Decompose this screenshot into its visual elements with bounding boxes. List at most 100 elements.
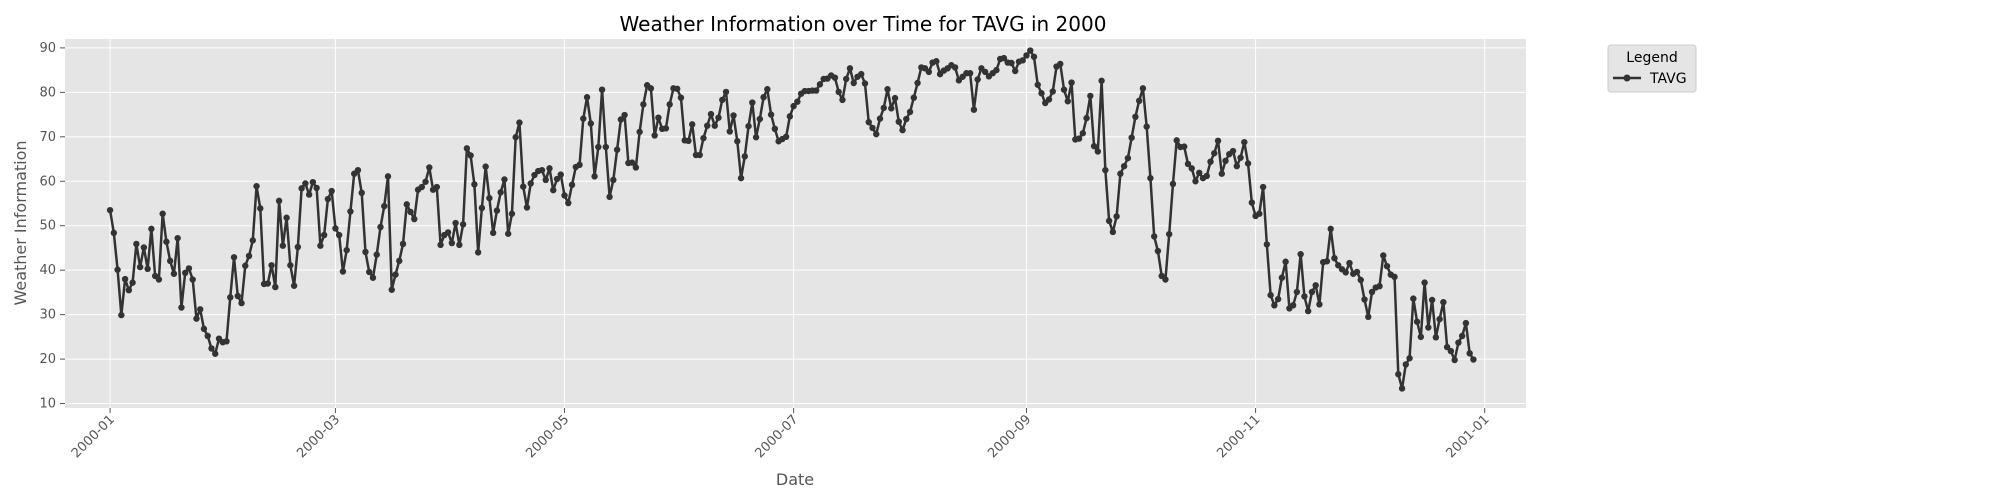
data-point — [831, 74, 839, 81]
data-point — [914, 79, 921, 87]
data-point — [677, 94, 685, 101]
data-point — [486, 194, 493, 202]
data-point — [381, 202, 388, 210]
data-point — [279, 242, 287, 249]
data-point — [734, 138, 741, 145]
data-point — [1128, 134, 1135, 141]
data-point — [981, 68, 989, 76]
data-point — [467, 152, 474, 159]
data-point — [1308, 288, 1316, 296]
data-point — [760, 94, 767, 101]
data-point — [613, 146, 621, 153]
data-point — [1027, 47, 1034, 54]
data-point — [816, 81, 824, 88]
data-point — [1064, 98, 1071, 105]
data-point — [974, 76, 981, 83]
data-point — [471, 181, 478, 188]
data-point — [185, 265, 193, 272]
data-point — [531, 171, 538, 179]
data-point — [1147, 174, 1154, 182]
data-point — [876, 115, 884, 122]
data-point — [1098, 77, 1105, 84]
data-point — [933, 58, 940, 65]
x-tick-label: 2000-11 — [1214, 412, 1263, 461]
data-point — [369, 274, 377, 281]
data-point — [1075, 135, 1083, 142]
data-point — [1079, 130, 1087, 137]
y-tick-label: 20 — [39, 352, 56, 367]
data-point — [767, 111, 775, 118]
data-point — [749, 99, 756, 106]
data-point — [305, 191, 313, 198]
data-point — [662, 125, 670, 132]
data-point — [181, 269, 189, 277]
data-point — [1428, 296, 1436, 304]
x-tick-label: 2000-05 — [523, 412, 572, 461]
data-point — [474, 249, 482, 256]
data-point — [970, 106, 978, 113]
data-point — [1425, 324, 1432, 331]
data-point — [1376, 282, 1383, 290]
data-point — [489, 229, 497, 237]
data-point — [437, 241, 444, 249]
data-point — [426, 164, 433, 171]
data-point — [508, 210, 516, 217]
data-point — [1222, 157, 1229, 165]
data-point — [166, 257, 174, 265]
data-point — [294, 243, 302, 251]
data-point — [298, 185, 305, 192]
data-point — [170, 270, 178, 277]
data-point — [343, 246, 350, 254]
data-point — [839, 96, 846, 104]
data-point — [1312, 282, 1319, 289]
series-tavg — [106, 47, 1477, 392]
data-point — [444, 229, 452, 236]
data-point — [520, 183, 527, 190]
data-point — [1038, 90, 1045, 97]
data-point — [1184, 160, 1192, 168]
data-point — [1432, 334, 1440, 341]
data-point — [1012, 67, 1019, 75]
data-point — [1421, 279, 1428, 286]
data-point — [320, 231, 328, 239]
data-point — [1391, 273, 1398, 281]
data-point — [1203, 172, 1210, 180]
data-point — [1000, 54, 1008, 62]
data-point — [1413, 318, 1421, 325]
data-point — [685, 137, 692, 145]
data-point — [1361, 296, 1368, 303]
data-point — [1440, 298, 1447, 306]
data-point — [512, 134, 519, 141]
data-point — [1335, 262, 1342, 269]
data-point — [966, 70, 974, 77]
data-point — [257, 205, 264, 212]
data-point — [106, 206, 114, 214]
data-point — [1139, 85, 1147, 92]
data-point — [264, 280, 272, 287]
y-axis-label: Weather Information — [11, 140, 30, 305]
data-point — [155, 276, 163, 283]
data-point — [242, 262, 249, 269]
data-point — [478, 204, 486, 212]
data-point — [204, 332, 211, 340]
legend-title: Legend — [1626, 50, 1677, 66]
data-point — [1304, 307, 1312, 315]
data-point — [591, 173, 598, 180]
data-point — [287, 262, 294, 269]
data-point — [546, 165, 553, 172]
data-point — [888, 105, 895, 112]
data-point — [704, 122, 711, 129]
y-tick-label: 40 — [39, 263, 56, 278]
data-point — [617, 116, 625, 123]
data-point — [354, 166, 362, 174]
data-point — [1117, 170, 1124, 177]
series-line — [108, 49, 1475, 390]
data-point — [1398, 385, 1406, 392]
chart-title: Weather Information over Time for TAVG i… — [620, 12, 1107, 36]
data-point — [1316, 301, 1323, 308]
data-point — [392, 271, 399, 278]
data-point — [1068, 79, 1075, 86]
data-point — [110, 229, 118, 237]
data-point — [193, 315, 200, 322]
data-point — [1008, 59, 1015, 67]
